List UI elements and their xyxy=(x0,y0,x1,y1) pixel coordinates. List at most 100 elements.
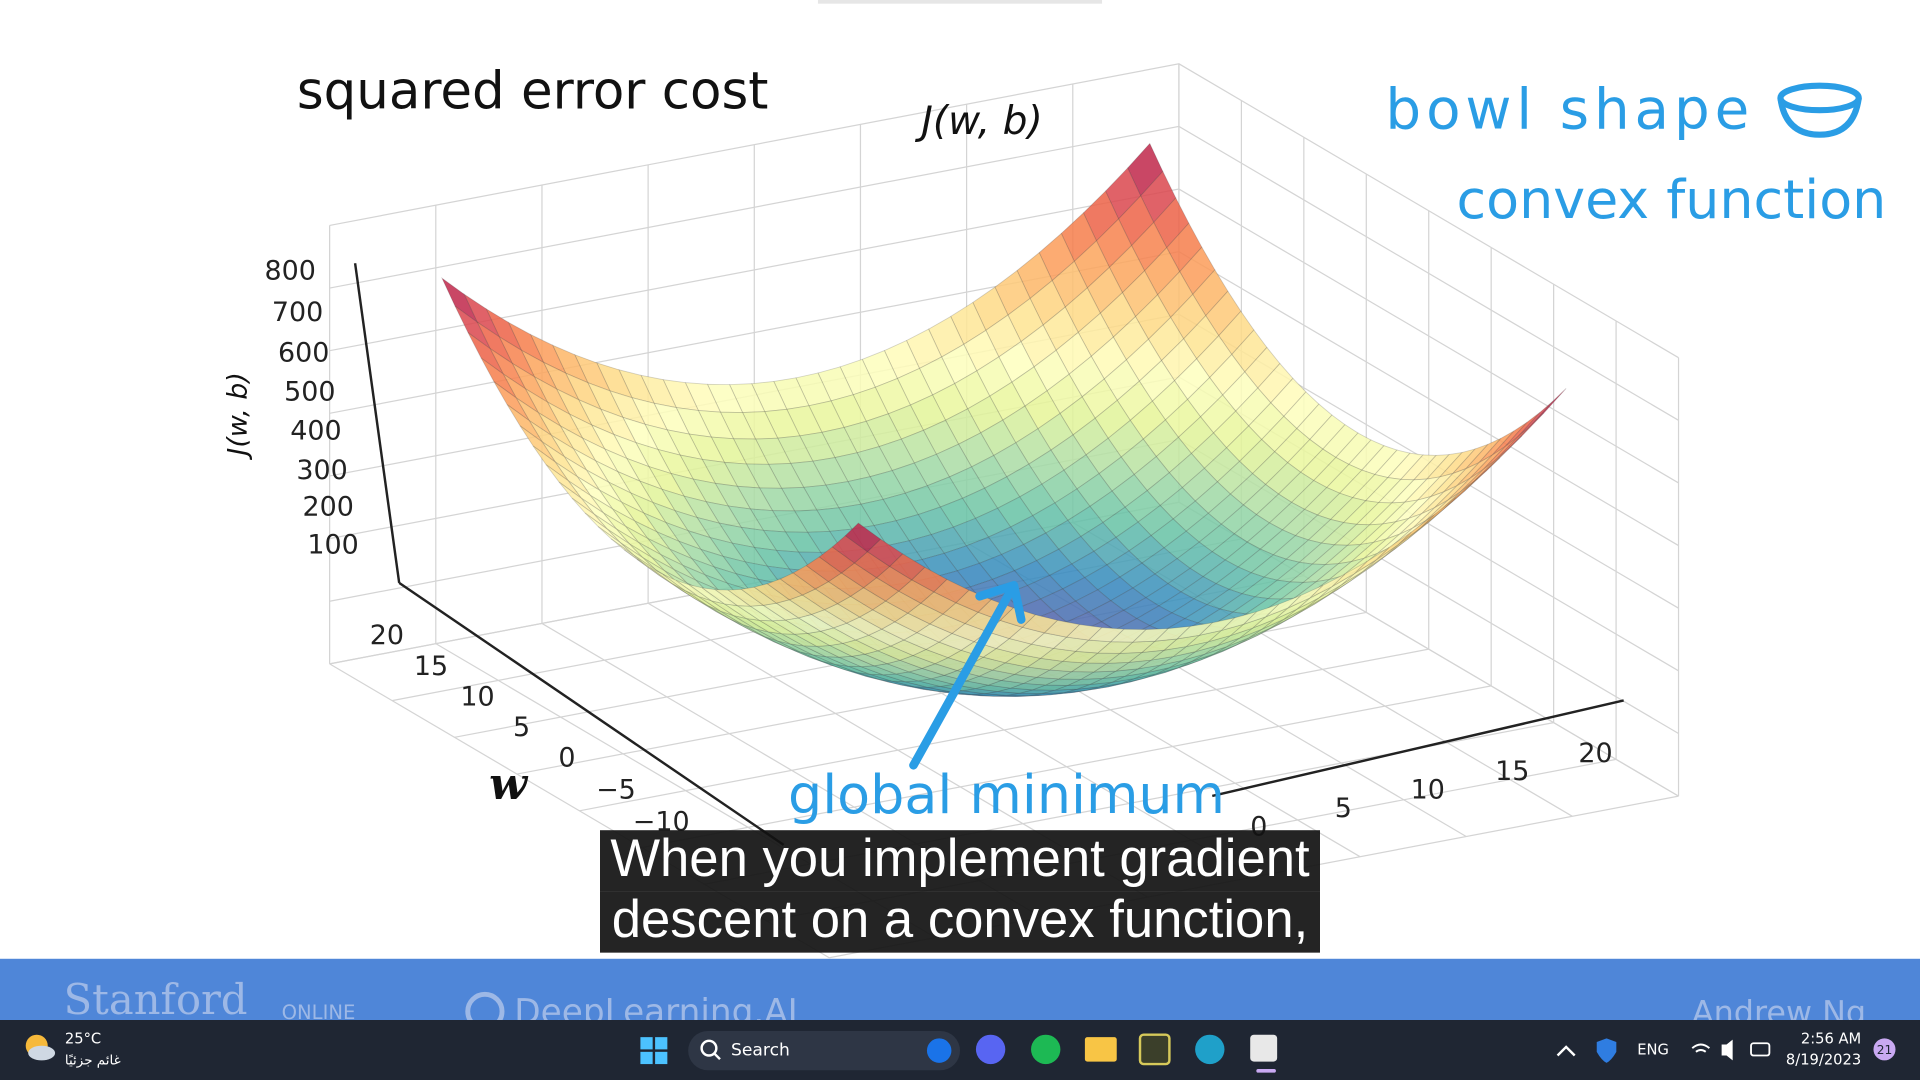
surface-facet xyxy=(1408,491,1445,519)
surface-facet xyxy=(1229,472,1267,506)
weather-text: غائم جزئيًا xyxy=(65,1053,121,1068)
language[interactable]: ENG xyxy=(1637,1042,1669,1059)
surface-facet xyxy=(1443,462,1480,493)
surface-facet xyxy=(1143,667,1179,679)
explorer-icon[interactable] xyxy=(1084,1037,1117,1062)
start-tile xyxy=(655,1037,668,1050)
edge-icon[interactable] xyxy=(1195,1034,1225,1065)
surface-facet xyxy=(1233,514,1271,543)
surface-facet xyxy=(1248,402,1285,441)
surface-facet xyxy=(731,542,769,567)
discord-icon[interactable] xyxy=(975,1034,1006,1065)
start-tile xyxy=(640,1037,653,1050)
clock-date[interactable]: 8/19/2023 xyxy=(1786,1051,1861,1068)
surface-facet xyxy=(1246,522,1284,550)
surface-facet xyxy=(943,545,981,572)
surface-facet xyxy=(906,602,944,625)
surface-facet xyxy=(1452,443,1489,474)
surface-facet xyxy=(803,484,840,511)
w-tick-label: 10 xyxy=(460,681,494,712)
clock-time[interactable]: 2:56 AM xyxy=(1801,1031,1861,1048)
surface-facet xyxy=(1469,446,1506,479)
notification-badge[interactable] xyxy=(1873,1038,1896,1061)
caption-line: When you implement gradient xyxy=(610,829,1310,888)
z-tick-label: 300 xyxy=(296,455,347,486)
surface-facet xyxy=(764,408,801,439)
surface-facet xyxy=(1039,588,1077,612)
surface-facet xyxy=(635,441,672,475)
w-tick-label: 5 xyxy=(513,712,530,743)
surface-facet xyxy=(1373,517,1409,543)
z-tick-label: 600 xyxy=(278,337,329,368)
surface-facet xyxy=(1228,572,1266,595)
z-tick-label: 700 xyxy=(272,297,323,328)
volume-icon[interactable] xyxy=(1721,1039,1733,1061)
surface-facet xyxy=(1364,533,1400,559)
active-indicator xyxy=(1256,1068,1276,1073)
search-label: Search xyxy=(731,1041,790,1061)
search-box[interactable]: Search xyxy=(688,1031,960,1071)
surface-facet xyxy=(1026,657,1064,671)
surface-facet xyxy=(951,622,989,643)
surface-facet xyxy=(1109,628,1147,643)
surface-facet xyxy=(682,564,719,591)
surface-facet xyxy=(699,548,738,575)
start-tile xyxy=(655,1051,668,1065)
b-axis xyxy=(1211,699,1624,798)
surface-facet xyxy=(647,465,685,497)
surface-facet xyxy=(669,548,706,576)
surface-facet xyxy=(933,578,970,604)
surface-facet xyxy=(673,509,712,539)
security-icon[interactable] xyxy=(1596,1038,1617,1063)
surface-facet xyxy=(1416,472,1455,501)
surface-facet xyxy=(873,520,910,547)
search-icon-handle xyxy=(713,1052,721,1061)
minimum-arrow xyxy=(909,581,1026,770)
caption-box xyxy=(600,891,1320,953)
surface-facet xyxy=(1430,468,1467,497)
surface-facet xyxy=(1508,412,1545,449)
surface-facet xyxy=(710,436,748,465)
surface-facet xyxy=(917,506,955,536)
z-tick-label: 100 xyxy=(307,530,358,561)
surface-facet xyxy=(642,511,681,543)
spotify-icon[interactable] xyxy=(1031,1034,1061,1065)
surface-facet xyxy=(911,648,950,665)
surface-facet xyxy=(1092,661,1131,673)
weather-temp: 25°C xyxy=(65,1031,101,1048)
surface-facet xyxy=(1491,421,1528,456)
wifi-icon[interactable] xyxy=(1691,1043,1711,1053)
surface-facet xyxy=(1063,686,1100,694)
weather-widget[interactable]: 25°C غائم جزئيًا xyxy=(25,1031,121,1069)
caption-box xyxy=(600,830,1320,892)
surface-facet xyxy=(907,667,946,680)
surface-facet xyxy=(1015,694,1051,697)
surface-facet xyxy=(697,410,735,440)
z-tick-label: 400 xyxy=(290,416,341,447)
annotation-bowl: bowl shape xyxy=(1385,77,1754,142)
tray-expand[interactable] xyxy=(1556,1045,1576,1057)
w-tick-label: −5 xyxy=(596,775,636,806)
surface-facet xyxy=(893,612,931,634)
surface-facet xyxy=(847,665,884,676)
surface-facet xyxy=(1225,425,1263,462)
surface-facet xyxy=(1478,430,1515,464)
app-icon[interactable] xyxy=(1138,1033,1171,1066)
surface-facet xyxy=(1412,499,1449,529)
surface-facet xyxy=(1243,603,1279,625)
snip-icon[interactable] xyxy=(1250,1034,1278,1062)
surface-facet xyxy=(705,501,743,528)
surface-facet xyxy=(1231,329,1268,373)
surface-facet xyxy=(1067,677,1104,686)
surface-facet xyxy=(816,507,853,532)
surface-facet xyxy=(1221,611,1257,631)
battery-icon[interactable] xyxy=(1750,1042,1771,1057)
surface-facet xyxy=(679,454,717,484)
surface-facet xyxy=(1010,682,1046,691)
surface-facet xyxy=(762,529,800,553)
surface-facet xyxy=(1346,523,1384,546)
surface-facet xyxy=(1089,675,1126,685)
z-tick-label: 200 xyxy=(302,492,353,523)
start-button[interactable] xyxy=(640,1037,668,1065)
surface-facet xyxy=(922,419,960,455)
